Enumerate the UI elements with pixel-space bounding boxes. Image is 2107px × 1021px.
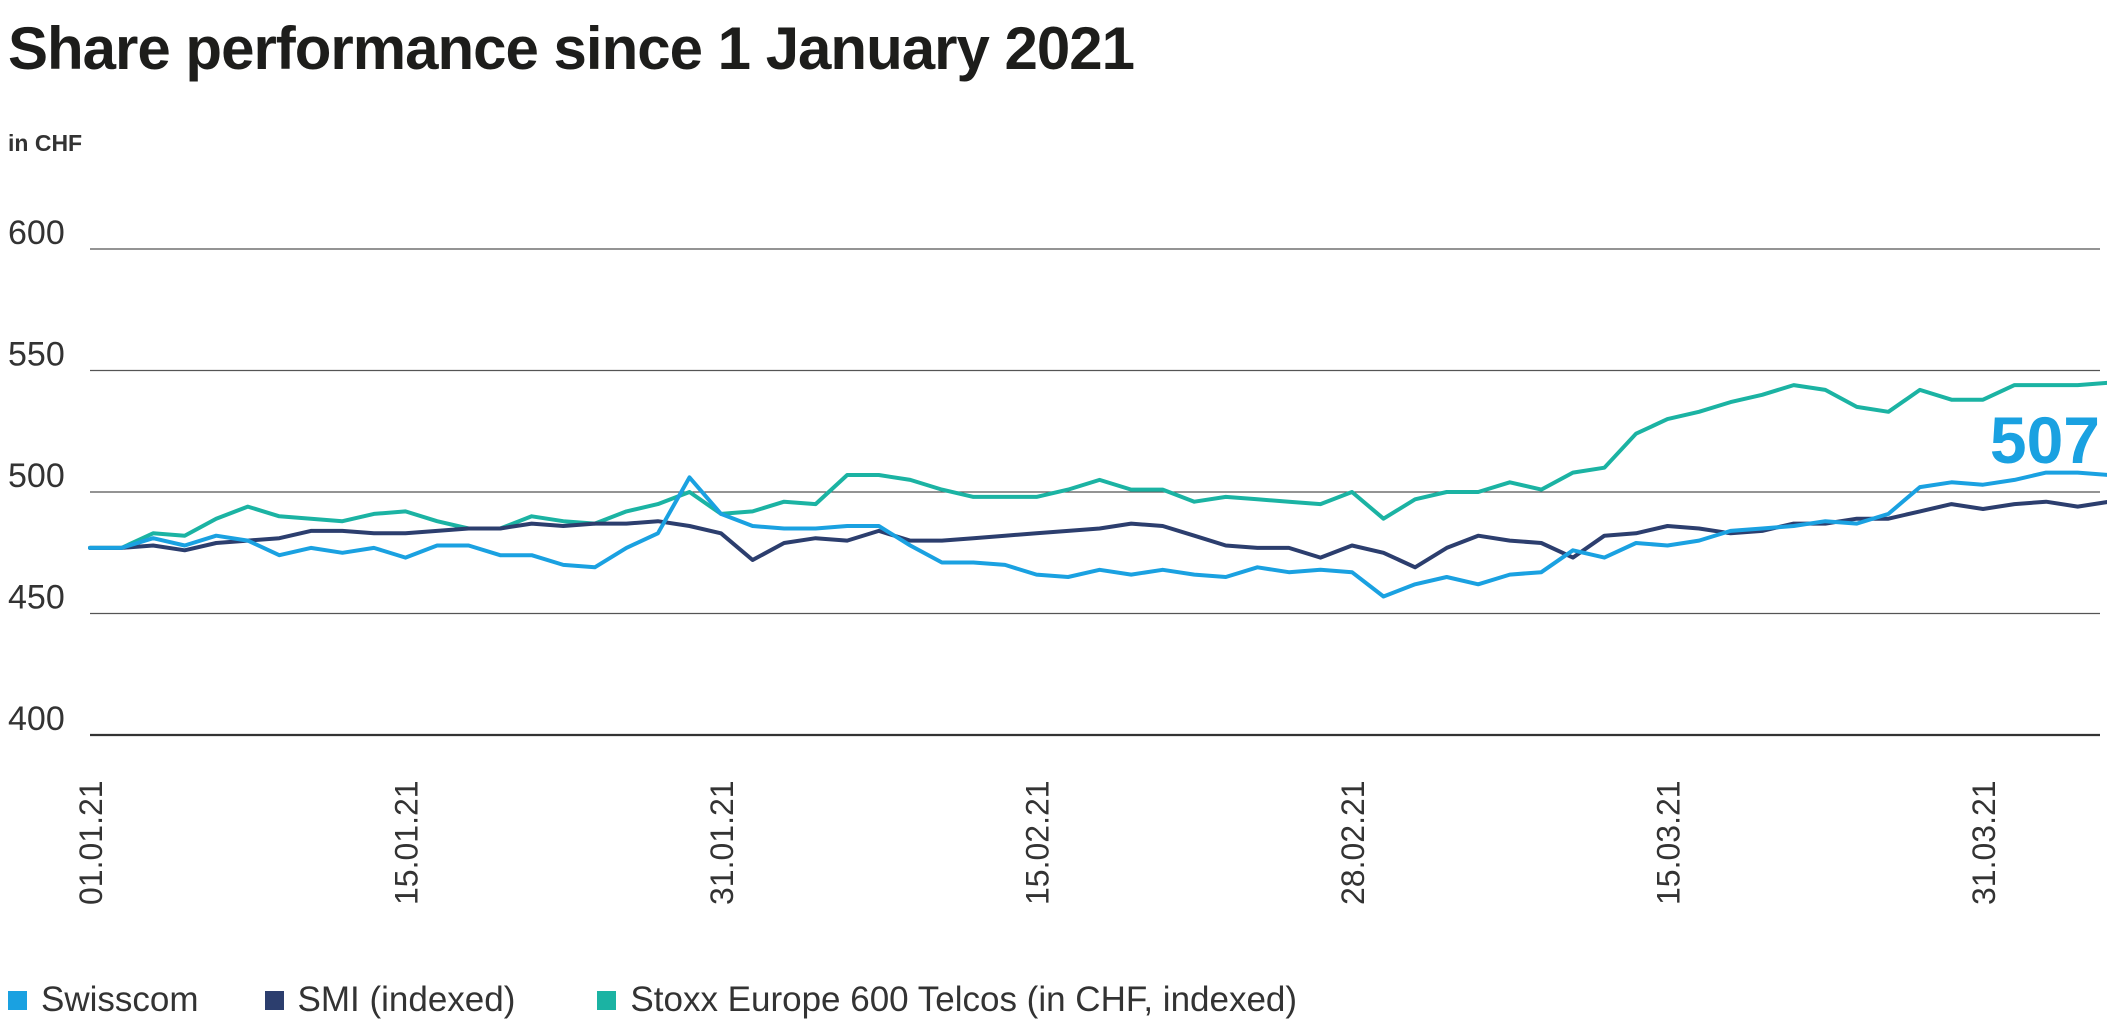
y-tick-600: 600: [8, 214, 65, 252]
y-tick-500: 500: [8, 457, 65, 495]
series-line-swisscom: [88, 470, 2107, 599]
line-chart: 400 450 500 550 600 01.01.21 15.01.21 31.01.21…: [8, 214, 2107, 905]
annotation-layer: 507: [1990, 403, 2100, 477]
grid-layer: [90, 248, 2100, 737]
legend-swatch-swisscom: [8, 990, 27, 1010]
x-tick-31.01.21: 31.01.21: [704, 780, 740, 905]
legend-item-smi: SMI (indexed): [264, 980, 516, 1020]
x-tick-15.01.21: 15.01.21: [389, 780, 425, 905]
legend-label-swisscom: Swisscom: [41, 980, 199, 1019]
y-tick-450: 450: [8, 579, 65, 617]
end-value-label: 507: [1990, 403, 2100, 477]
series-layer: [88, 380, 2107, 599]
x-tick-28.02.21: 28.02.21: [1335, 780, 1371, 905]
x-tick-01.01.21: 01.01.21: [73, 780, 109, 905]
x-tick-15.02.21: 15.02.21: [1020, 780, 1056, 905]
x-tick-15.03.21: 15.03.21: [1651, 780, 1687, 905]
chart-title: Share performance since 1 January 2021: [8, 15, 1135, 82]
legend-item-stoxx: Stoxx Europe 600 Telcos (in CHF, indexed…: [597, 980, 1297, 1020]
legend-label-stoxx: Stoxx Europe 600 Telcos (in CHF, indexed…: [630, 980, 1298, 1019]
series-line-stoxx: [88, 380, 2107, 550]
legend-swatch-stoxx: [597, 990, 617, 1010]
legend-item-swisscom: Swisscom: [8, 980, 199, 1020]
y-tick-400: 400: [8, 700, 65, 738]
y-axis: 400 450 500 550 600: [8, 214, 65, 738]
x-tick-31.03.21: 31.03.21: [1966, 780, 2002, 905]
x-axis: 01.01.21 15.01.21 31.01.21 15.02.21 28.02.21…: [73, 780, 2002, 905]
legend: Swisscom SMI (indexed) Stoxx Europe 600 …: [8, 980, 1297, 1020]
unit-label: in CHF: [8, 130, 83, 156]
legend-swatch-smi: [264, 990, 284, 1010]
legend-label-smi: SMI (indexed): [297, 980, 516, 1019]
y-tick-550: 550: [8, 336, 65, 374]
